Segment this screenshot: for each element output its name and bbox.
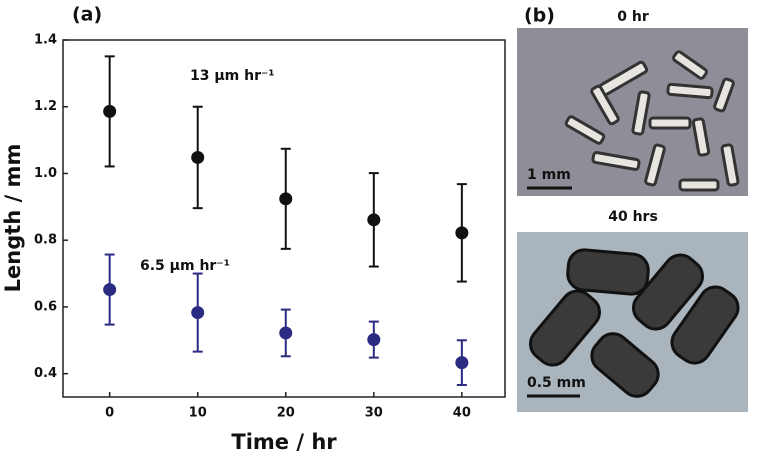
- y-tick-label: 0.8: [34, 233, 57, 248]
- annotation: 6.5 μm hr⁻¹: [140, 258, 230, 274]
- scale-bar-label: 0.5 mm: [527, 375, 586, 391]
- data-point: [103, 104, 117, 118]
- data-point: [191, 306, 205, 320]
- data-point: [455, 356, 469, 370]
- x-axis-label: Time / hr: [231, 430, 337, 454]
- plot-frame: [62, 39, 506, 398]
- x-tick-label: 10: [189, 406, 207, 421]
- data-point: [455, 226, 469, 240]
- data-point: [367, 333, 381, 347]
- crystals: [564, 50, 740, 192]
- data-point: [103, 283, 117, 297]
- data-point: [279, 192, 293, 206]
- y-tick-label: 0.4: [34, 366, 57, 381]
- x-tick-label: 0: [105, 406, 114, 421]
- y-tick-label: 1.2: [34, 99, 57, 114]
- plot-area: 0.4 0.6 0.8 1.0 1.2 1.4 0 10 20 30 40 13 μm hr⁻¹ 6.5…: [34, 33, 471, 421]
- x-tick-label: 20: [277, 406, 295, 421]
- data-point: [191, 150, 205, 164]
- x-tick-label: 30: [365, 406, 383, 421]
- y-tick-label: 1.0: [34, 166, 57, 181]
- annotation: 13 μm hr⁻¹: [190, 68, 275, 84]
- panel-label: (b): [524, 5, 555, 27]
- y-tick-label: 0.6: [34, 299, 57, 314]
- crystals: [529, 248, 740, 398]
- data-point: [367, 213, 381, 227]
- image-caption: 40 hrs: [608, 209, 658, 225]
- y-tick-label: 1.4: [34, 33, 57, 48]
- panel-label: (a): [72, 4, 102, 26]
- data-point: [279, 326, 293, 340]
- scale-bar-label: 1 mm: [527, 167, 571, 183]
- image-caption: 0 hr: [617, 9, 649, 25]
- x-tick-label: 40: [453, 406, 471, 421]
- y-axis-label: Length / mm: [1, 144, 25, 293]
